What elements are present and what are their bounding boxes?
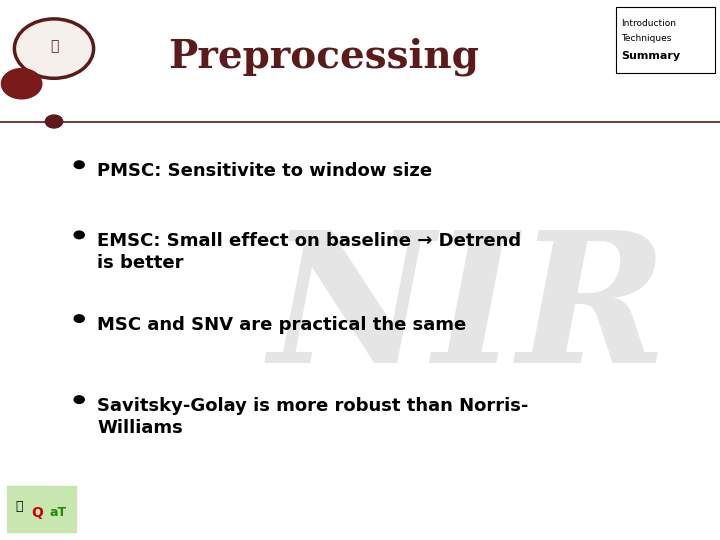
Circle shape: [74, 231, 84, 239]
Text: MSC and SNV are practical the same: MSC and SNV are practical the same: [97, 316, 467, 334]
Text: NIR: NIR: [269, 225, 667, 401]
FancyBboxPatch shape: [616, 7, 715, 73]
Text: Summary: Summary: [621, 51, 680, 62]
Circle shape: [45, 115, 63, 128]
Circle shape: [74, 396, 84, 403]
Text: Savitsky-Golay is more robust than Norris-
Williams: Savitsky-Golay is more robust than Norri…: [97, 397, 528, 437]
Text: PMSC: Sensitivite to window size: PMSC: Sensitivite to window size: [97, 162, 432, 180]
Text: Q: Q: [32, 505, 43, 519]
Text: Introduction: Introduction: [621, 19, 676, 28]
Circle shape: [1, 69, 42, 99]
Circle shape: [74, 161, 84, 168]
FancyBboxPatch shape: [7, 486, 76, 532]
Text: 🦌: 🦌: [50, 39, 58, 53]
Text: 🍎: 🍎: [16, 500, 23, 513]
Text: Preprocessing: Preprocessing: [168, 37, 480, 76]
Text: EMSC: Small effect on baseline → Detrend
is better: EMSC: Small effect on baseline → Detrend…: [97, 232, 521, 272]
Circle shape: [74, 315, 84, 322]
Text: aT: aT: [50, 506, 67, 519]
Circle shape: [14, 19, 94, 78]
Text: Techniques: Techniques: [621, 34, 672, 43]
